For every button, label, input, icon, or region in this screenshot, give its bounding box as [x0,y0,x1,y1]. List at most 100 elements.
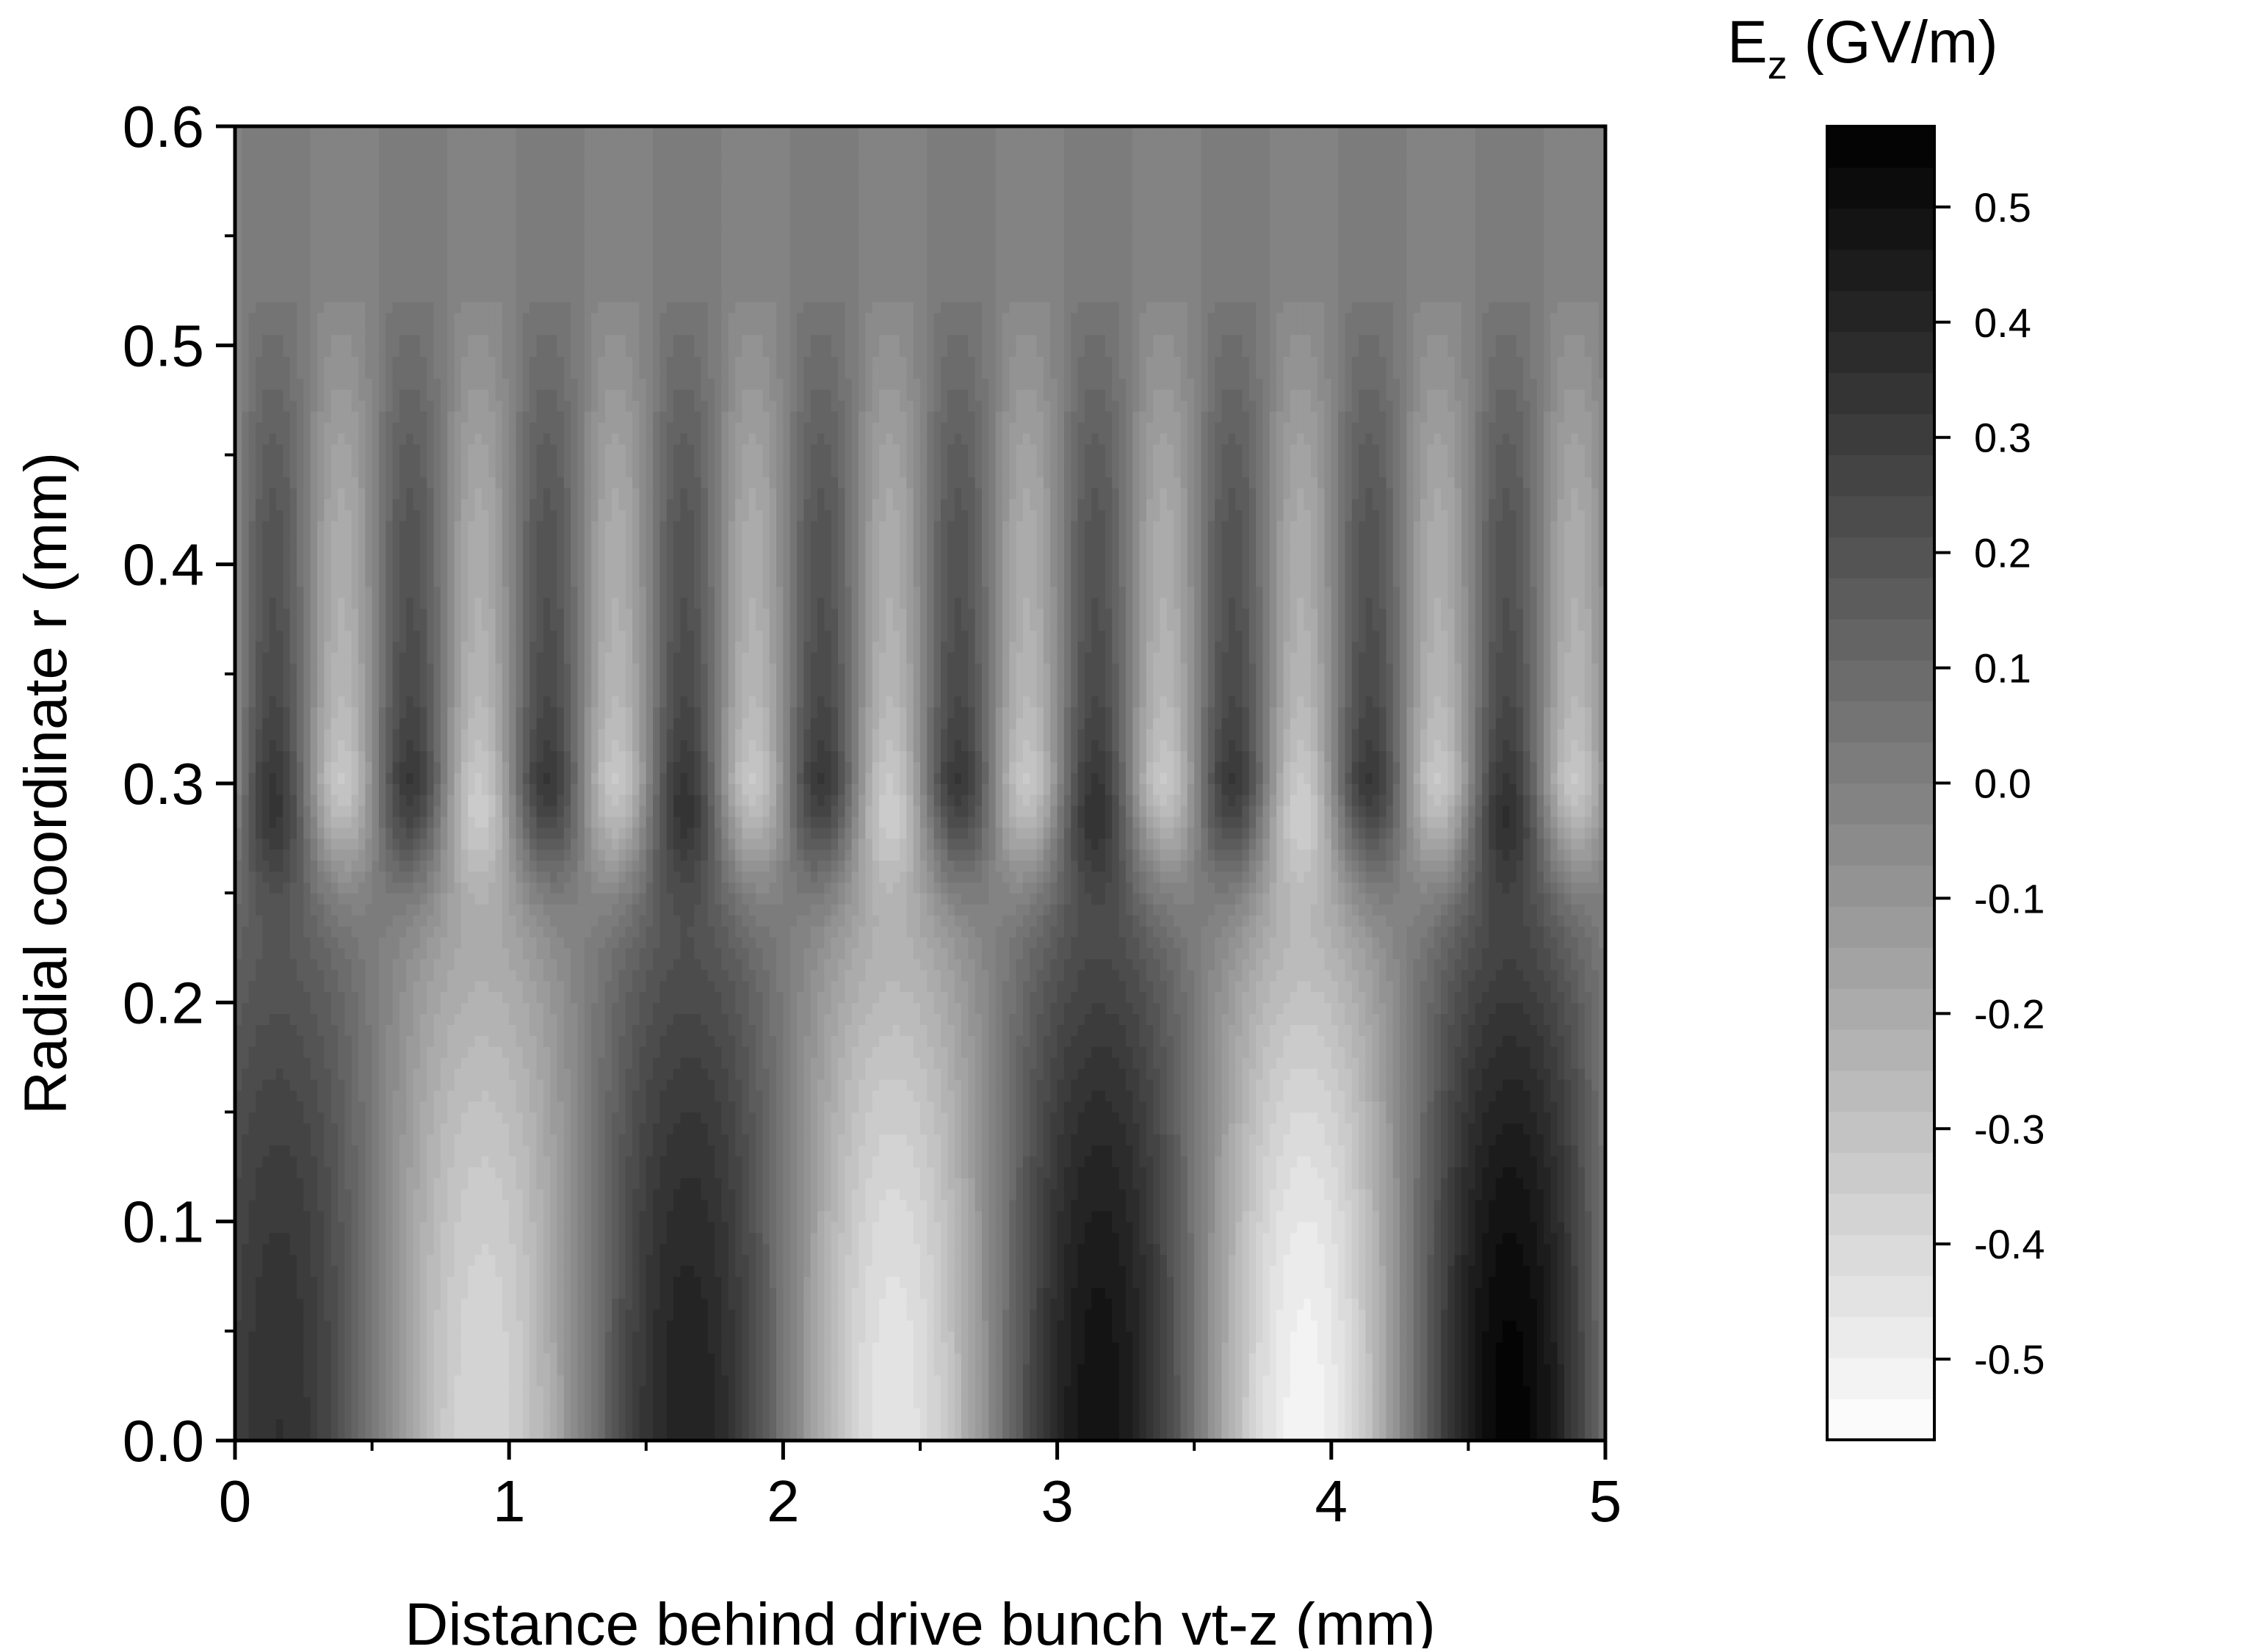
heatmap-cell [317,477,325,489]
heatmap-cell [378,991,387,1004]
heatmap-cell [386,477,394,489]
heatmap-cell [330,521,339,532]
heatmap-cell [242,936,250,949]
heatmap-cell [344,597,353,609]
heatmap-cell [262,499,270,510]
heatmap-cell [502,531,510,543]
heatmap-cell [495,794,503,806]
heatmap-cell [248,1024,256,1036]
heatmap-cell [248,991,256,1004]
heatmap-cell [386,531,394,543]
heatmap-cell [406,301,414,314]
heatmap-cell [337,652,346,664]
heatmap-cell [427,542,435,554]
heatmap-cell [413,827,421,839]
heatmap-cell [481,991,490,1004]
heatmap-cell [378,1243,387,1256]
heatmap-cell [372,312,380,325]
heatmap-cell [406,684,414,697]
heatmap-cell [447,477,455,489]
heatmap-cell [242,1079,250,1091]
heatmap-cell [488,214,496,226]
heatmap-cell [248,399,256,412]
heatmap-cell [255,1134,264,1146]
heatmap-cell [447,1352,455,1365]
heatmap-cell [460,521,469,532]
heatmap-cell [413,323,421,336]
heatmap-cell [460,159,469,171]
heatmap-cell [242,739,250,752]
heatmap-cell [419,1276,428,1288]
heatmap-cell [365,794,373,806]
heatmap-cell [324,871,332,883]
heatmap-cell [454,1134,462,1146]
heatmap-cell [372,1090,380,1102]
heatmap-cell [481,1013,490,1025]
heatmap-cell [351,652,359,664]
heatmap-cell [427,794,435,806]
heatmap-cell [392,159,400,171]
heatmap-cell [324,805,332,817]
heatmap-cell [283,531,291,543]
heatmap-cell [283,1319,291,1332]
heatmap-cell [351,389,359,401]
heatmap-cell [358,630,366,642]
heatmap-cell [275,1254,284,1267]
heatmap-cell [447,728,455,741]
heatmap-cell [372,728,380,741]
heatmap-cell [351,477,359,489]
heatmap-cell [289,1112,297,1124]
heatmap-cell [337,958,346,971]
heatmap-cell [386,1430,394,1441]
heatmap-cell [372,421,380,434]
heatmap-cell [358,410,366,423]
heatmap-cell [337,1046,346,1058]
heatmap-cell [351,684,359,697]
heatmap-cell [474,1145,482,1156]
heatmap-cell [413,279,421,291]
heatmap-cell [460,531,469,543]
heatmap-cell [509,991,517,1004]
heatmap-cell [399,1112,408,1124]
heatmap-cell [344,739,353,752]
heatmap-cell [419,794,428,806]
heatmap-cell [509,684,517,697]
heatmap-cell [468,893,476,905]
heatmap-cell [509,268,517,280]
heatmap-cell [488,1265,496,1278]
heatmap-cell [275,1287,284,1299]
heatmap-cell [351,1374,359,1387]
heatmap-cell [310,443,318,456]
heatmap-cell [296,717,305,730]
heatmap-cell [337,1178,346,1189]
heatmap-cell [419,378,428,390]
heatmap-cell [440,1145,449,1156]
heatmap-cell [433,794,441,806]
heatmap-cell [516,980,524,993]
heatmap-cell [242,1024,250,1036]
heatmap-cell [337,225,346,236]
heatmap-cell [474,137,482,149]
heatmap-cell [447,334,455,347]
heatmap-cell [372,641,380,653]
heatmap-cell [269,925,277,938]
heatmap-cell [447,454,455,467]
heatmap-cell [344,1352,353,1365]
heatmap-cell [378,1385,387,1398]
heatmap-cell [447,1035,455,1047]
heatmap-cell [303,1178,311,1189]
heatmap-cell [248,904,256,916]
heatmap-cell [516,1396,524,1409]
heatmap-cell [275,148,284,160]
heatmap-cell [330,399,339,412]
heatmap-cell [440,706,449,719]
heatmap-cell [433,1068,441,1080]
heatmap-cell [406,268,414,280]
heatmap-cell [289,871,297,883]
heatmap-cell [255,564,264,576]
heatmap-cell [337,258,346,269]
heatmap-cell [344,662,353,675]
heatmap-cell [433,181,441,193]
heatmap-cell [433,1396,441,1409]
heatmap-cell [365,619,373,631]
